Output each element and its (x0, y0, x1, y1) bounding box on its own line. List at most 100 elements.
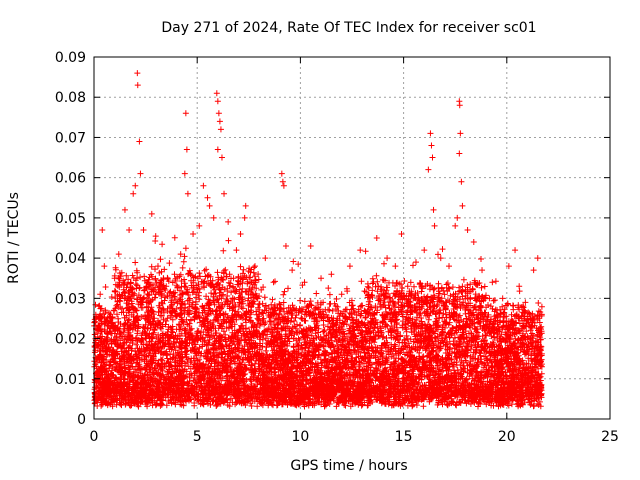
data-point (365, 303, 372, 310)
data-point (217, 126, 224, 133)
data-point (516, 283, 523, 290)
axis-ticks: 0 5 10 15 20 25 0 0.01 0.02 0.03 0.04 0.05 0.06 0.07 0… (55, 50, 619, 445)
data-point (154, 263, 161, 270)
x-tick-label: 0 (90, 429, 99, 445)
axes-frame (93, 56, 611, 420)
data-point (522, 299, 529, 306)
data-point (346, 263, 353, 270)
data-point (148, 210, 155, 217)
data-point (464, 226, 471, 233)
data-point (412, 259, 419, 266)
data-point (301, 279, 308, 286)
y-tick-label: 0.05 (55, 211, 86, 227)
data-point (328, 271, 335, 278)
data-point (398, 230, 405, 237)
data-point (536, 319, 543, 326)
data-point (126, 226, 133, 233)
data-point (121, 206, 128, 213)
data-point (225, 218, 232, 225)
data-point (184, 190, 191, 197)
data-point (429, 154, 436, 161)
x-tick-label: 15 (395, 429, 413, 445)
data-point (454, 214, 461, 221)
y-tick-label: 0.04 (55, 251, 86, 267)
data-point (430, 206, 437, 213)
data-point (456, 150, 463, 157)
data-point (280, 182, 287, 189)
data-point (210, 214, 217, 221)
data-point (538, 363, 545, 370)
x-tick-label: 10 (291, 429, 309, 445)
data-point (177, 251, 184, 258)
data-point (200, 182, 207, 189)
data-point (242, 202, 249, 209)
data-point (404, 283, 411, 290)
data-point (262, 255, 269, 262)
data-point (132, 182, 139, 189)
data-point (431, 222, 438, 229)
data-point (134, 82, 141, 89)
data-point (99, 226, 106, 233)
chart-title: Day 271 of 2024, Rate Of TEC Index for r… (161, 20, 536, 36)
data-point (512, 247, 519, 254)
y-tick-label: 0.07 (55, 130, 86, 146)
data-point (216, 118, 223, 125)
data-point (428, 142, 435, 149)
data-point (282, 243, 289, 250)
data-point (357, 247, 364, 254)
data-point (134, 70, 141, 77)
data-point (307, 243, 314, 250)
data-point (499, 295, 506, 302)
data-point (456, 102, 463, 109)
data-point (107, 311, 114, 318)
y-tick-label: 0.08 (55, 90, 86, 106)
data-points (91, 70, 545, 410)
data-point (221, 190, 228, 197)
data-point (215, 110, 222, 117)
data-point (452, 222, 459, 229)
data-point (421, 247, 428, 254)
x-tick-label: 20 (498, 429, 516, 445)
y-tick-label: 0.03 (55, 291, 86, 307)
data-point (279, 178, 286, 185)
y-tick-label: 0.06 (55, 171, 86, 187)
data-point (318, 275, 325, 282)
data-point (425, 166, 432, 173)
data-point (204, 194, 211, 201)
data-point (233, 247, 240, 254)
data-point (101, 263, 108, 270)
data-point (190, 230, 197, 237)
data-point (163, 283, 170, 290)
data-point (213, 90, 220, 97)
data-point (218, 154, 225, 161)
data-point (181, 170, 188, 177)
data-point (479, 267, 486, 274)
data-point (214, 98, 221, 105)
data-point (183, 146, 190, 153)
data-point (437, 255, 444, 262)
data-point (384, 255, 391, 262)
data-point (140, 226, 147, 233)
data-point (373, 235, 380, 241)
data-point (130, 190, 137, 197)
y-tick-label: 0.09 (55, 50, 86, 66)
plot-border (93, 56, 611, 420)
data-point (289, 267, 296, 274)
data-point (137, 170, 144, 177)
x-tick-label: 5 (193, 429, 202, 445)
data-point (392, 263, 399, 270)
data-point (182, 110, 189, 117)
y-tick-label: 0.01 (55, 372, 86, 388)
y-tick-label: 0.02 (55, 332, 86, 348)
data-point (338, 291, 345, 298)
data-point (237, 230, 244, 237)
data-point (251, 263, 258, 270)
data-point (278, 170, 285, 177)
data-point (111, 275, 118, 282)
y-tick-label: 0 (77, 412, 86, 428)
data-point (489, 279, 496, 286)
data-point (97, 291, 104, 298)
x-tick-label: 25 (601, 429, 619, 445)
data-point (505, 263, 512, 270)
